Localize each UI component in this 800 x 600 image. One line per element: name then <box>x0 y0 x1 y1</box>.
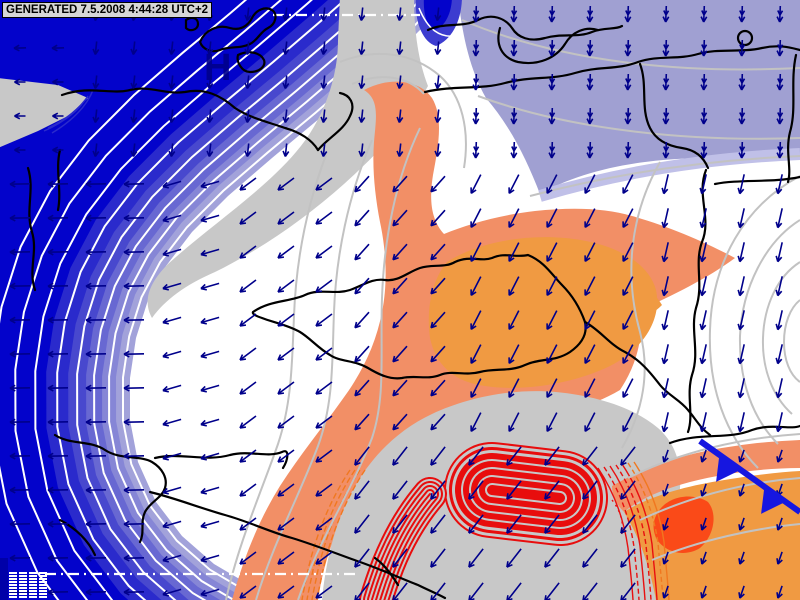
wind-arrows-layer <box>9 5 784 600</box>
lavender-airmass <box>415 0 800 202</box>
borders-layer <box>26 7 800 600</box>
graticule-lines <box>45 13 420 576</box>
cold-front <box>698 438 800 515</box>
contour-lines-layer <box>225 19 800 600</box>
generated-timestamp-label: GENERATED 7.5.2008 4:44:28 UTC+2 <box>2 2 213 18</box>
gray-calm-wedge <box>0 0 428 318</box>
logo-stripes <box>0 558 47 600</box>
dense-contour-fans <box>301 461 670 600</box>
